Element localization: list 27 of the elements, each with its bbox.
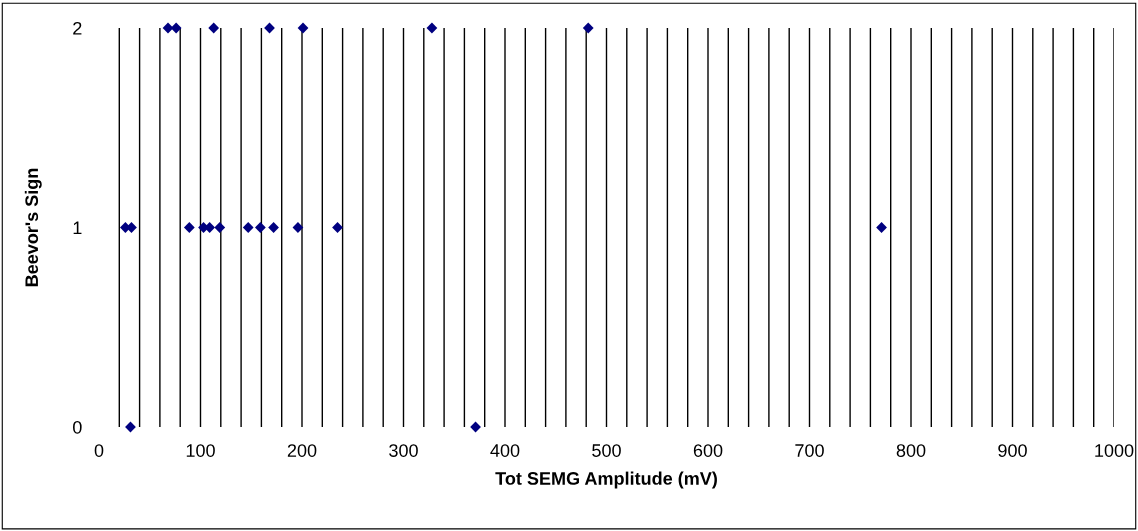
y-tick-label: 1 bbox=[73, 221, 82, 235]
y-tick-label: 0 bbox=[73, 420, 82, 434]
y-tick-label: 2 bbox=[73, 21, 82, 35]
point bbox=[876, 222, 887, 233]
x-tick-label: 700 bbox=[795, 444, 824, 457]
point bbox=[242, 222, 254, 233]
x-axis-title: Tot SEMG Amplitude (mV) bbox=[495, 471, 717, 489]
x-tick-label: 1000 bbox=[1095, 444, 1134, 457]
x-tick-label: 600 bbox=[693, 444, 723, 457]
point bbox=[268, 222, 279, 233]
x-tick-label: 900 bbox=[998, 444, 1027, 457]
point bbox=[297, 22, 309, 34]
x-tick-label: 300 bbox=[389, 444, 418, 457]
y-axis-title: Beevor's Sign bbox=[24, 168, 42, 287]
point bbox=[332, 222, 343, 233]
x-tick-label: 200 bbox=[287, 444, 317, 457]
x-tick-label: 100 bbox=[186, 444, 215, 457]
point bbox=[214, 222, 226, 233]
x-tick-label: 400 bbox=[490, 444, 520, 457]
point bbox=[183, 222, 195, 233]
point bbox=[255, 222, 266, 233]
point bbox=[208, 22, 220, 34]
point bbox=[426, 22, 438, 34]
point bbox=[582, 22, 594, 34]
x-tick-label: 500 bbox=[592, 444, 621, 457]
x-tick-label: 0 bbox=[94, 444, 104, 457]
x-tick-label: 800 bbox=[896, 444, 926, 457]
